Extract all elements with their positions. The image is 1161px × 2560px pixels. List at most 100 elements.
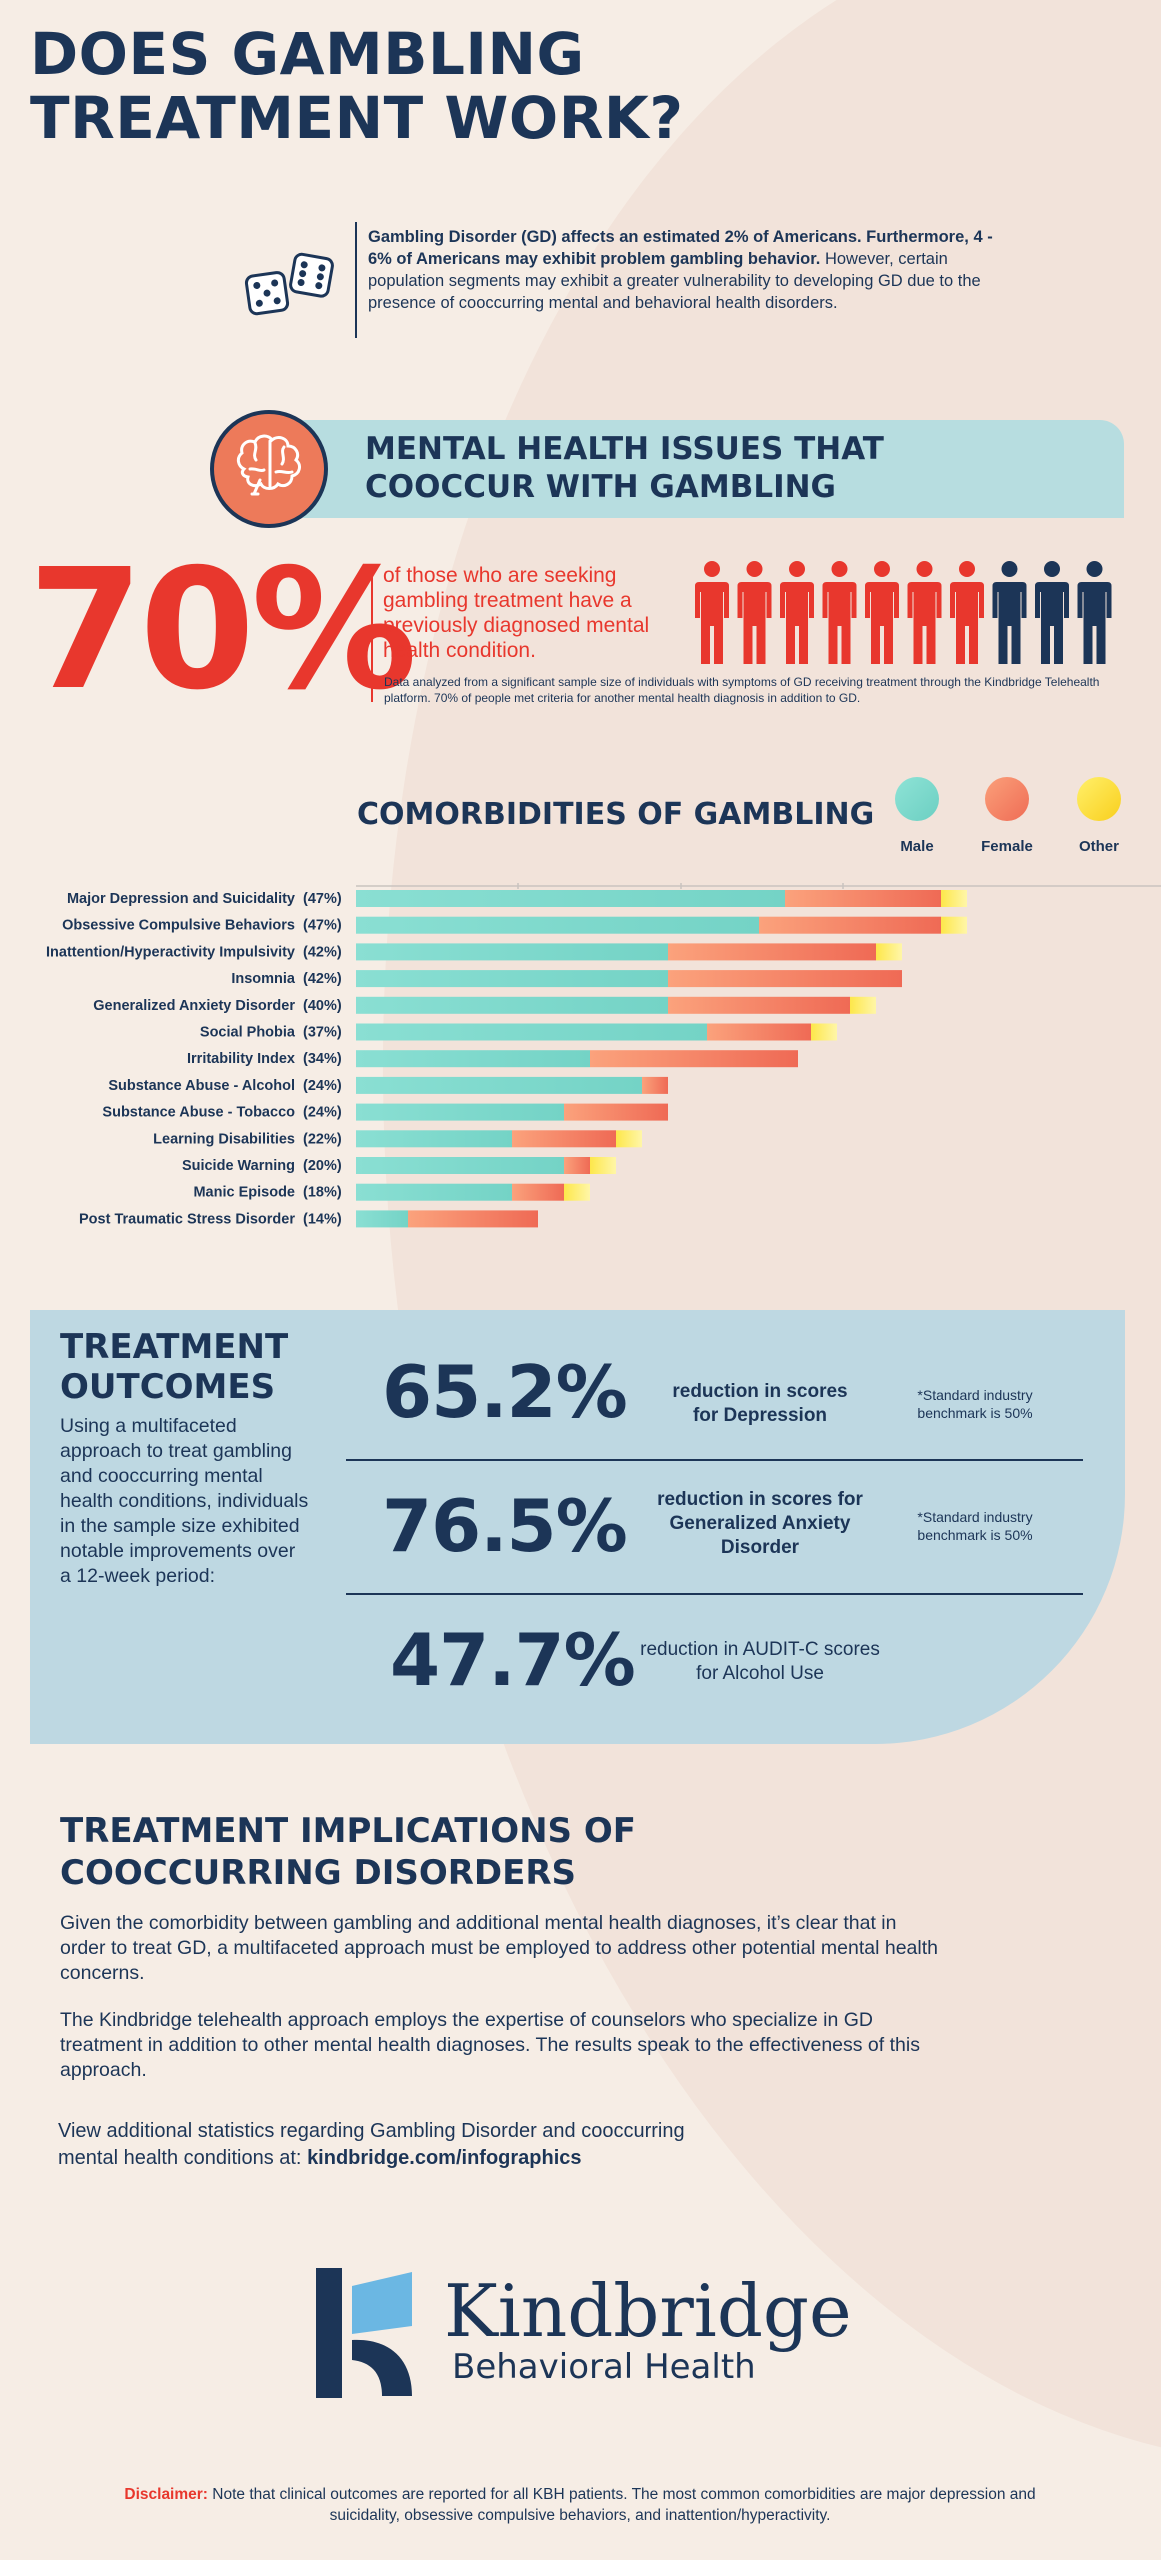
bar-female (707, 1023, 811, 1041)
person-icon (1077, 561, 1112, 664)
implications-title-line-1: TREATMENT IMPLICATIONS OF (60, 1811, 637, 1851)
outcome-anxiety-label: reduction in scores for Generalized Anxi… (657, 1489, 863, 1558)
infographics-link-line: View additional statistics regarding Gam… (58, 2118, 958, 2172)
intro-plain-text: However, certain population segments may… (368, 250, 981, 312)
seventy-percent-text: of those who are seeking gambling treatm… (383, 564, 650, 662)
outcomes-panel-left (30, 1310, 300, 1744)
disclaimer: Disclaimer: Note that clinical outcomes … (100, 2484, 1060, 2526)
person-icon (1035, 561, 1069, 664)
bar-other (941, 916, 967, 934)
bar-female (564, 1103, 668, 1121)
seventy-percent-note: Data analyzed from a significant sample … (384, 675, 1100, 705)
legend-female (985, 777, 1029, 821)
category-label: Obsessive Compulsive Behaviors (62, 918, 295, 934)
bar-other (811, 1023, 837, 1041)
implications-title-line-2: COOCCURRING DISORDERS (60, 1853, 577, 1893)
bar-other (564, 1183, 590, 1201)
bar-female (590, 1050, 798, 1068)
bar-male (356, 1023, 707, 1041)
bar-female (408, 1210, 538, 1228)
legend-male-label: Male (900, 838, 934, 855)
legend-female-label: Female (981, 838, 1033, 855)
category-label: Manic Episode (193, 1185, 295, 1201)
person-icon (822, 561, 857, 664)
person-icon (865, 561, 899, 664)
category-label: Substance Abuse - Tobacco (102, 1105, 295, 1121)
category-percent: (47%) (303, 918, 342, 934)
outcome-anxiety-note: *Standard industry benchmark is 50% (917, 1509, 1033, 1543)
page-title: DOES GAMBLING TREATMENT WORK? (30, 22, 830, 150)
person-icon (780, 561, 814, 664)
bar-male (356, 1210, 408, 1228)
bar-female (642, 1076, 668, 1094)
bar-other (941, 890, 967, 907)
outcome-anxiety-value: 76.5% (382, 1484, 628, 1568)
category-percent: (40%) (303, 998, 342, 1014)
category-label: Substance Abuse - Alcohol (108, 1078, 295, 1094)
outcome-alcohol-label: reduction in AUDIT-C scores for Alcohol … (640, 1639, 880, 1684)
title-line-2: TREATMENT WORK? (30, 84, 684, 152)
bar-male (356, 916, 759, 934)
legend-other (1077, 777, 1121, 821)
chart-title: COMORBIDITIES OF GAMBLING (357, 797, 875, 832)
outcome-divider-2 (346, 1593, 1083, 1595)
person-icon (737, 561, 772, 664)
category-percent: (14%) (303, 1211, 342, 1227)
legend-male-swatch (895, 777, 939, 821)
category-label: Learning Disabilities (153, 1131, 295, 1147)
category-percent: (42%) (303, 971, 342, 987)
disclaimer-text: Note that clinical outcomes are reported… (212, 2486, 1036, 2524)
disclaimer-label: Disclaimer: (124, 2486, 208, 2503)
person-icon (950, 561, 984, 664)
legend-female-swatch (985, 777, 1029, 821)
implications-paragraph-1: Given the comorbidity between gambling a… (60, 1912, 938, 1984)
outcome-divider-1 (346, 1459, 1083, 1461)
bar-male (356, 1157, 564, 1174)
category-percent: (22%) (303, 1131, 342, 1147)
infographics-link[interactable]: kindbridge.com/infographics (307, 2147, 582, 2169)
outcomes-title-line-1: TREATMENT (60, 1327, 289, 1367)
stat-divider (371, 566, 373, 702)
section-title-line-2: COOCCUR WITH GAMBLING (365, 469, 836, 505)
category-label: Generalized Anxiety Disorder (93, 998, 295, 1014)
category-percent: (47%) (303, 891, 342, 907)
category-percent: (24%) (303, 1078, 342, 1094)
category-percent: (24%) (303, 1105, 342, 1121)
section-header-band (300, 420, 1124, 518)
outcome-depression-value: 65.2% (382, 1350, 628, 1434)
bar-male (356, 1183, 512, 1201)
intro-divider (355, 222, 357, 338)
bar-other (850, 996, 876, 1014)
logo-subtitle: Behavioral Health (452, 2347, 756, 2387)
bar-female (668, 970, 902, 988)
bar-male (356, 1076, 642, 1094)
people-icons (695, 561, 1112, 664)
legend-other-swatch (1077, 777, 1121, 821)
category-percent: (42%) (303, 944, 342, 960)
logo-name: Kindbridge (444, 2269, 852, 2353)
bar-female (785, 890, 941, 907)
category-label: Major Depression and Suicidality (67, 891, 295, 907)
seventy-percent-stat: 70% (28, 534, 417, 727)
bar-other (876, 943, 902, 961)
intro-bold-text: Gambling Disorder (GD) affects an estima… (368, 228, 993, 268)
bar-female (512, 1183, 564, 1201)
bar-female (668, 943, 876, 961)
bar-male (356, 1103, 564, 1121)
person-icon (907, 561, 942, 664)
implications-title: TREATMENT IMPLICATIONS OF COOCCURRING DI… (60, 1810, 760, 1894)
bar-female (668, 996, 850, 1014)
dice-icon (244, 252, 334, 316)
intro-text: Gambling Disorder (GD) affects an estima… (368, 226, 1008, 314)
bar-other (590, 1157, 616, 1174)
implications-paragraph-2: The Kindbridge telehealth approach emplo… (60, 2009, 920, 2081)
bar-female (759, 916, 941, 934)
category-percent: (37%) (303, 1025, 342, 1041)
title-line-1: DOES GAMBLING (30, 20, 585, 88)
category-percent: (18%) (303, 1185, 342, 1201)
section-title-mental-health: MENTAL HEALTH ISSUES THAT COOCCUR WITH G… (365, 430, 1065, 506)
outcomes-panel (300, 1310, 1125, 1744)
category-label: Social Phobia (200, 1025, 296, 1041)
section-title-line-1: MENTAL HEALTH ISSUES THAT (365, 431, 884, 467)
person-icon (695, 561, 729, 664)
